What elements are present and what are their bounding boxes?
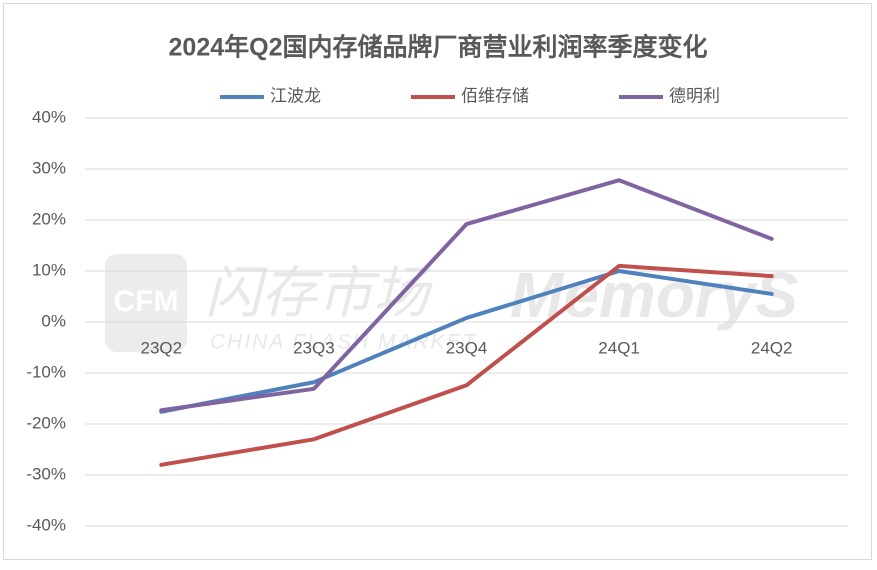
series-line: [159, 178, 774, 413]
series-line: [159, 269, 774, 414]
x-tick-label: 24Q2: [751, 338, 793, 357]
watermark-text: 闪存市场: [205, 261, 433, 324]
legend-label: 佰维存储: [461, 86, 529, 105]
y-tick-label: 40%: [32, 107, 66, 126]
y-tick-label: 10%: [32, 260, 66, 279]
x-tick-label: 23Q2: [141, 338, 183, 357]
y-tick-label: 30%: [32, 158, 66, 177]
x-tick-label: 23Q3: [293, 338, 335, 357]
y-tick-label: 0%: [41, 311, 66, 330]
y-tick-label: -10%: [26, 362, 66, 381]
x-tick-label: 23Q4: [446, 338, 488, 357]
legend-label: 江波龙: [270, 86, 321, 105]
y-tick-label: -40%: [26, 515, 66, 534]
y-tick-label: 20%: [32, 209, 66, 228]
chart-title: 2024年Q2国内存储品牌厂商营业利润率季度变化: [169, 33, 708, 62]
watermark-logo: [105, 254, 187, 352]
y-tick-label: -20%: [26, 413, 66, 432]
watermark-text: CFM: [114, 285, 179, 318]
y-tick-label: -30%: [26, 464, 66, 483]
watermark-text: CHINA FLASH MARKET: [210, 331, 478, 354]
x-tick-label: 24Q1: [598, 338, 640, 357]
series-line: [159, 263, 774, 467]
legend-label: 德明利: [669, 86, 720, 105]
